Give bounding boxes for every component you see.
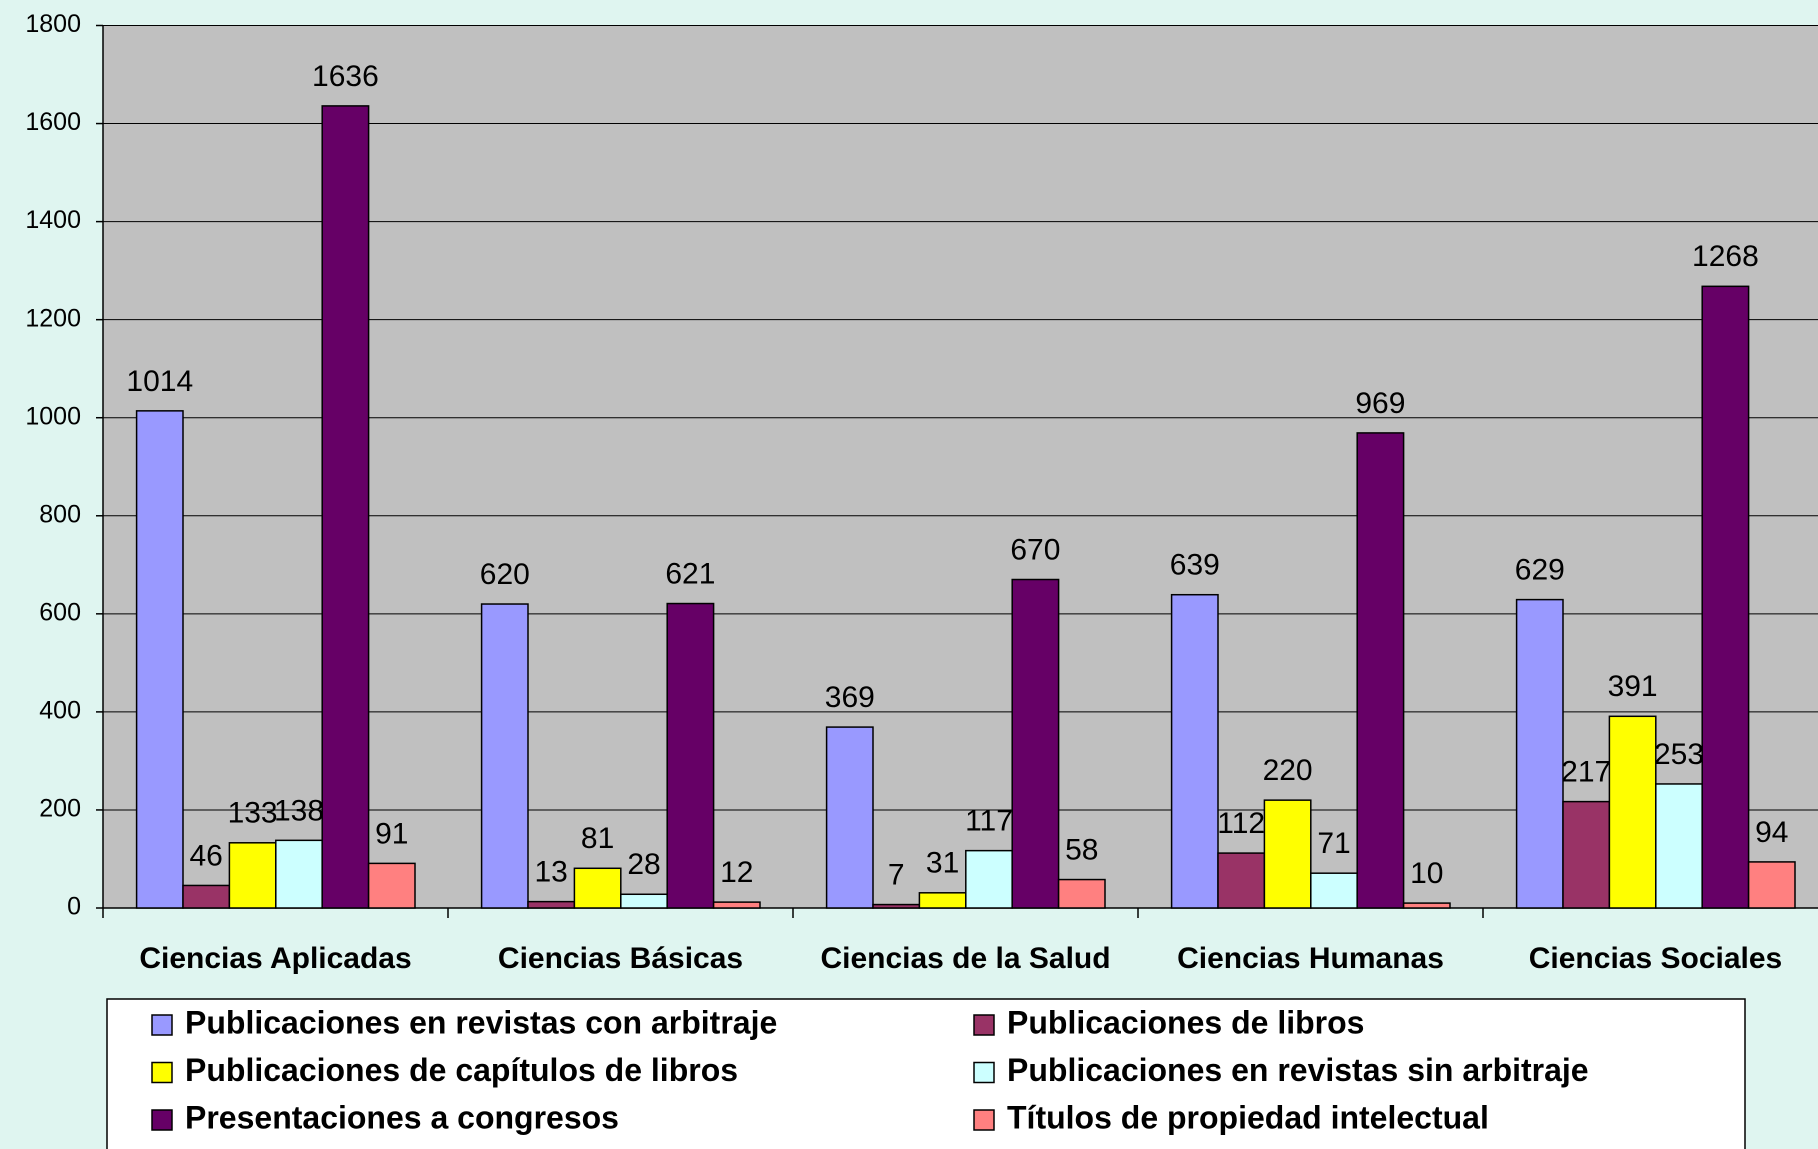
bar <box>367 862 416 909</box>
legend-swatch <box>151 1109 173 1131</box>
bar <box>1747 861 1796 909</box>
legend-label: Publicaciones en revistas sin arbitraje <box>1007 1052 1589 1088</box>
legend-swatch <box>973 1014 995 1036</box>
bar <box>666 602 715 909</box>
bar <box>275 839 323 909</box>
legend-swatch <box>973 1109 995 1131</box>
legend-swatch <box>151 1014 173 1036</box>
data-label: 620 <box>480 558 530 591</box>
bar <box>182 884 231 909</box>
x-tick-label: Ciencias Básicas <box>498 942 743 975</box>
data-label: 46 <box>190 839 223 872</box>
bar <box>135 410 184 909</box>
bar <box>1263 799 1312 909</box>
legend-label: Publicaciones de libros <box>1007 1004 1364 1040</box>
bar <box>527 900 576 909</box>
data-label: 28 <box>627 848 660 881</box>
data-label: 391 <box>1608 670 1658 703</box>
x-tick-label: Ciencias Aplicadas <box>139 942 411 975</box>
data-label: 7 <box>888 858 905 891</box>
data-label: 1636 <box>312 60 379 93</box>
bar <box>620 893 668 909</box>
legend <box>106 998 1746 1149</box>
bar <box>1217 852 1266 909</box>
data-label: 1014 <box>126 365 193 398</box>
data-label: 629 <box>1515 554 1565 587</box>
legend-label: Publicaciones en revistas con arbitraje <box>185 1004 777 1040</box>
y-tick-label: 800 <box>39 500 81 528</box>
data-label: 138 <box>274 794 324 827</box>
data-label: 369 <box>825 681 875 714</box>
x-tick-label: Ciencias de la Salud <box>820 942 1110 975</box>
y-tick-label: 1200 <box>25 304 81 332</box>
data-label: 10 <box>1410 857 1443 890</box>
bar <box>1562 800 1611 909</box>
bar <box>480 603 529 909</box>
legend-label: Títulos de propiedad intelectual <box>1007 1099 1489 1135</box>
data-label: 1268 <box>1692 240 1759 273</box>
x-tick-label: Ciencias Sociales <box>1529 942 1782 975</box>
data-label: 621 <box>665 557 715 590</box>
bar <box>1011 578 1060 909</box>
bar <box>1356 432 1405 909</box>
bar <box>1608 715 1657 909</box>
legend-swatch <box>151 1061 173 1084</box>
bar <box>228 842 277 909</box>
bar <box>1170 593 1219 909</box>
y-tick-label: 1400 <box>25 206 81 234</box>
data-label: 253 <box>1654 738 1704 771</box>
data-label: 91 <box>375 817 408 850</box>
bar <box>918 892 967 909</box>
legend-swatch <box>973 1061 995 1084</box>
legend-label: Presentaciones a congresos <box>185 1099 619 1135</box>
y-tick-label: 1800 <box>25 10 81 38</box>
data-label: 71 <box>1317 827 1350 860</box>
bar <box>825 726 874 909</box>
y-tick-label: 400 <box>39 696 81 724</box>
data-label: 639 <box>1170 549 1220 582</box>
bar <box>321 105 370 909</box>
data-label: 969 <box>1355 387 1405 420</box>
bar <box>1655 783 1703 909</box>
bar <box>573 867 622 909</box>
data-label: 220 <box>1263 754 1313 787</box>
y-tick-label: 600 <box>39 598 81 626</box>
y-tick-label: 1000 <box>25 402 81 430</box>
data-label: 112 <box>1217 807 1265 840</box>
bar <box>1057 878 1106 909</box>
bar <box>965 849 1013 909</box>
data-label: 12 <box>720 856 753 889</box>
data-label: 58 <box>1065 833 1098 866</box>
data-label: 133 <box>228 797 278 830</box>
y-tick-label: 1600 <box>25 108 81 136</box>
y-tick-label: 200 <box>39 795 81 823</box>
bar <box>1701 285 1750 909</box>
bar <box>712 901 761 909</box>
bar <box>1515 598 1564 909</box>
x-tick-label: Ciencias Humanas <box>1177 942 1444 975</box>
data-label: 94 <box>1755 816 1788 849</box>
data-label: 31 <box>926 847 959 880</box>
data-label: 217 <box>1561 756 1611 789</box>
legend-label: Publicaciones de capítulos de libros <box>185 1052 738 1088</box>
y-tick-label: 0 <box>67 893 81 921</box>
data-label: 81 <box>581 822 614 855</box>
bar <box>1310 872 1358 909</box>
data-label: 670 <box>1010 533 1060 566</box>
data-label: 117 <box>965 805 1013 838</box>
bar <box>1402 902 1451 909</box>
data-label: 13 <box>535 856 568 889</box>
bar <box>872 903 921 909</box>
